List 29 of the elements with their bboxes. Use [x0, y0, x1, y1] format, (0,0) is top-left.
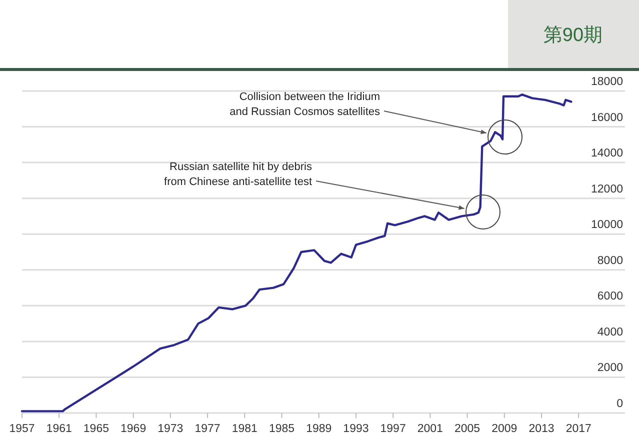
y-tick-label: 2000	[597, 362, 623, 374]
x-tick-label: 2017	[566, 423, 592, 435]
text: 第90期	[543, 25, 603, 46]
y-tick-label: 0	[616, 398, 623, 410]
y-tick-label: 6000	[597, 290, 623, 303]
x-tick-label: 1977	[194, 423, 220, 435]
x-tick-label: 2009	[492, 423, 518, 435]
y-tick-label: 16000	[591, 112, 623, 124]
x-tick-label: 1973	[158, 423, 184, 435]
y-tick-label: 12000	[591, 183, 623, 196]
annotation: Collision between the Iridium and Russian Cosmos satellites	[230, 91, 380, 118]
x-tick-label: 1957	[9, 423, 35, 435]
y-tick-label: 14000	[591, 148, 623, 160]
x-tick-label: 1969	[120, 423, 146, 435]
x-tick-label: 2001	[417, 423, 443, 435]
x-tick-label: 1961	[46, 423, 72, 435]
y-tick-label: 18000	[591, 76, 623, 88]
y-tick-label: 10000	[591, 219, 623, 232]
x-tick-label: 1989	[306, 423, 332, 435]
x-tick-label: 1981	[232, 423, 258, 435]
x-tick-label: 1993	[343, 423, 369, 435]
x-tick-label: 2013	[528, 423, 554, 435]
y-tick-label: 8000	[597, 254, 623, 267]
x-tick-label: 1985	[268, 423, 295, 435]
x-tick-label: 1997	[380, 423, 406, 435]
y-tick-label: 4000	[597, 326, 623, 338]
x-tick-label: 2005	[454, 423, 480, 435]
annotation: Russian satellite hit by debris from Chinese anti-satellite test	[164, 161, 312, 188]
x-tick-label: 1965	[83, 423, 110, 435]
